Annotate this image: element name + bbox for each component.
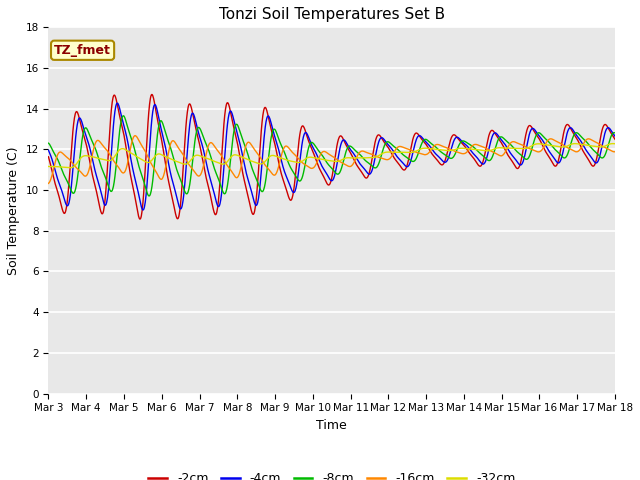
-8cm — [268, 132, 275, 138]
-4cm — [513, 158, 520, 164]
Legend: -2cm, -4cm, -8cm, -16cm, -32cm: -2cm, -4cm, -8cm, -16cm, -32cm — [143, 467, 520, 480]
-8cm — [611, 130, 619, 136]
-16cm — [611, 149, 619, 155]
-2cm — [148, 92, 156, 97]
-2cm — [268, 128, 275, 134]
-16cm — [131, 133, 139, 139]
-16cm — [513, 140, 520, 145]
-4cm — [113, 100, 121, 106]
-16cm — [268, 169, 275, 175]
Y-axis label: Soil Temperature (C): Soil Temperature (C) — [7, 146, 20, 275]
Text: TZ_fmet: TZ_fmet — [54, 44, 111, 57]
-32cm — [571, 141, 579, 146]
-2cm — [45, 154, 52, 160]
-2cm — [136, 216, 144, 222]
X-axis label: Time: Time — [316, 419, 347, 432]
-32cm — [419, 145, 427, 151]
-32cm — [281, 156, 289, 162]
Line: -32cm: -32cm — [49, 144, 615, 168]
-32cm — [513, 145, 520, 151]
-8cm — [561, 155, 569, 160]
-8cm — [45, 140, 52, 146]
-16cm — [281, 144, 289, 149]
-2cm — [420, 138, 428, 144]
-2cm — [513, 165, 520, 171]
-4cm — [139, 207, 147, 213]
-8cm — [170, 158, 178, 164]
-4cm — [282, 171, 289, 177]
-8cm — [420, 138, 428, 144]
-16cm — [561, 144, 569, 149]
-2cm — [611, 136, 619, 142]
-4cm — [170, 185, 178, 191]
-2cm — [282, 183, 289, 189]
-16cm — [419, 152, 427, 157]
-32cm — [268, 153, 275, 158]
-4cm — [420, 136, 428, 142]
Line: -2cm: -2cm — [49, 95, 615, 219]
-16cm — [170, 138, 178, 144]
Line: -16cm: -16cm — [49, 136, 615, 183]
-32cm — [170, 157, 178, 163]
Line: -4cm: -4cm — [49, 103, 615, 210]
-8cm — [513, 148, 520, 154]
-2cm — [170, 205, 178, 211]
-4cm — [45, 147, 52, 153]
-16cm — [45, 180, 52, 186]
-4cm — [268, 122, 275, 128]
-32cm — [67, 165, 74, 170]
-32cm — [561, 144, 569, 150]
-8cm — [120, 113, 127, 119]
-4cm — [611, 133, 619, 139]
-8cm — [282, 152, 289, 157]
-2cm — [561, 124, 569, 130]
-32cm — [611, 141, 619, 147]
-32cm — [45, 164, 52, 169]
Line: -8cm: -8cm — [49, 116, 615, 196]
Title: Tonzi Soil Temperatures Set B: Tonzi Soil Temperatures Set B — [219, 7, 445, 22]
-8cm — [145, 193, 153, 199]
-4cm — [561, 137, 569, 143]
